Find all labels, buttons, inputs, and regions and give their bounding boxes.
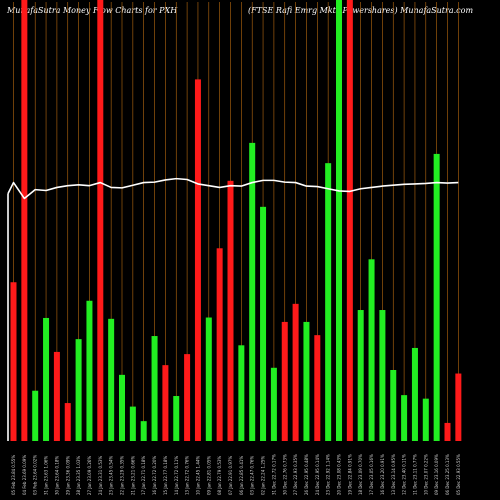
x-tick-label: 19 Dec 22.84 0.91% <box>347 454 352 495</box>
bar <box>390 370 397 441</box>
bar <box>270 367 277 441</box>
bar <box>422 398 429 441</box>
x-tick-label: 08 Jan 22.79 0.53% <box>217 456 222 495</box>
x-tick-label: 27 Jan 23.09 0.26% <box>87 456 92 495</box>
bar <box>314 335 321 441</box>
x-tick-label: 17 Dec 23.05 0.16% <box>369 454 374 495</box>
x-tick-label: 13 Jan 22.72 0.76% <box>185 456 190 495</box>
bar <box>401 395 408 441</box>
x-tick-label: 06 Jan 22.85 0.41% <box>239 456 244 495</box>
bar <box>21 0 28 441</box>
chart-title-left: MunafaSutra Money Flow Charts for PXH <box>7 6 178 15</box>
bar <box>281 321 288 441</box>
x-axis-labels: 05 Feb 23.84 0.55% 04 Feb 23.69 0.09% 03 F… <box>11 454 461 495</box>
bar <box>194 79 201 441</box>
x-tick-label: 31 Dec 22.72 0.17% <box>271 454 276 495</box>
x-tick-label: 28 Jan 23.35 1.03% <box>76 456 81 495</box>
x-tick-label: 14 Jan 22.72 0.11% <box>174 456 179 495</box>
x-tick-label: 05 Feb 23.84 0.55% <box>11 455 16 495</box>
bar <box>86 300 93 441</box>
x-tick-label: 15 Jan 22.77 0.18% <box>163 456 168 495</box>
bar <box>205 317 212 441</box>
x-tick-label: 09 Dec 23.16 0.09% <box>434 454 439 495</box>
bar <box>325 163 332 442</box>
bar <box>129 406 136 441</box>
bar <box>238 345 245 441</box>
bar <box>292 303 299 441</box>
bar <box>368 259 375 441</box>
bar <box>411 347 418 441</box>
bar <box>32 390 39 441</box>
x-tick-label: 03 Jan 22.47 0.76% <box>250 456 255 495</box>
x-tick-label: 26 Dec 22.95 0.48% <box>304 454 309 495</box>
bar <box>455 373 462 441</box>
x-tick-label: 24 Jan 23.31 0.53% <box>98 456 103 495</box>
x-tick-label: 27 Dec 22.93 0.35% <box>293 454 298 495</box>
x-tick-label: 03 Feb 23.64 0.02% <box>33 455 38 495</box>
bar <box>53 351 60 441</box>
money-flow-line <box>7 177 459 441</box>
x-tick-label: 11 Dec 23.11 0.77% <box>412 454 417 495</box>
x-tick-label: 10 Jan 22.45 1.44% <box>195 456 200 495</box>
bar <box>357 310 364 441</box>
bar <box>119 374 125 441</box>
x-tick-label: 10 Dec 23.07 0.22% <box>423 454 428 495</box>
x-tick-label: 16 Jan 22.72 0.20% <box>152 456 157 495</box>
x-tick-label: 29 Jan 23.36 0.09% <box>65 456 70 495</box>
bar <box>260 206 267 441</box>
bar <box>140 421 147 441</box>
x-tick-label: 16 Dec 23.20 0.91% <box>380 454 385 495</box>
x-tick-label: 07 Jan 22.91 0.97% <box>228 456 233 495</box>
x-tick-label: 31 Jan 23.63 1.06% <box>44 456 49 495</box>
bar <box>173 396 180 441</box>
x-tick-label: 23 Jan 23.45 0.54% <box>109 456 114 495</box>
bar <box>64 403 71 441</box>
bar <box>75 339 82 441</box>
bar <box>303 321 310 441</box>
x-tick-label: 13 Dec 23.14 0.95% <box>391 454 396 495</box>
x-tick-label: 09 Jan 22.81 0.05% <box>206 456 211 495</box>
bar <box>184 354 191 441</box>
bar <box>227 180 234 441</box>
bar <box>108 318 115 441</box>
x-tick-label: 21 Jan 23.21 0.66% <box>130 456 135 495</box>
bar <box>97 0 104 441</box>
bar <box>444 422 451 441</box>
bar <box>346 0 353 441</box>
x-tick-label: 22 Jan 23.29 0.35% <box>120 456 125 495</box>
x-tick-label: 18 Dec 23.09 0.70% <box>358 454 363 495</box>
x-tick-label: 17 Jan 22.71 0.18% <box>141 456 146 495</box>
x-tick-label: 05 Dec 22.93 0.55% <box>456 454 461 495</box>
bar <box>10 282 17 441</box>
bar <box>433 153 440 441</box>
bar <box>162 365 169 441</box>
x-tick-label: 20 Dec 23.08 0.43% <box>337 454 342 495</box>
volume-bars <box>10 0 462 442</box>
bar <box>43 317 50 441</box>
money-flow-polyline <box>7 177 459 200</box>
x-tick-label: 23 Dec 22.92 1.14% <box>326 454 331 495</box>
x-tick-label: 30 Dec 22.76 0.73% <box>282 454 287 495</box>
bar <box>151 336 158 441</box>
bar <box>379 310 386 441</box>
bar <box>216 248 223 441</box>
x-tick-label: 24 Dec 22.95 0.14% <box>315 454 320 495</box>
bar <box>249 142 256 441</box>
x-tick-label: 30 Jan 23.64 0.18% <box>54 456 59 495</box>
x-tick-label: 02 Jan 22.24 1.25% <box>261 456 266 495</box>
x-tick-label: 12 Dec 23.40 0.11% <box>402 454 407 495</box>
bar <box>336 0 342 441</box>
x-tick-label: 06 Dec 23.25 0.13% <box>445 454 450 495</box>
x-tick-label: 04 Feb 23.69 0.09% <box>22 455 27 495</box>
